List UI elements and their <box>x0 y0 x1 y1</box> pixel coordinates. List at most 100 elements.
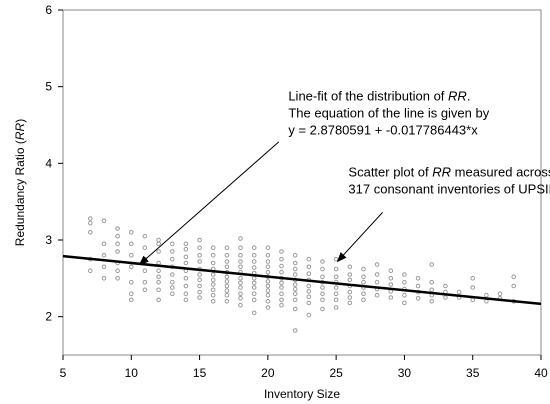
scatter-point <box>279 269 284 275</box>
scatter-point <box>197 237 202 243</box>
scatter-point <box>142 268 148 274</box>
scatter-point <box>197 277 202 283</box>
scatter-point <box>238 259 243 264</box>
scatter-point <box>306 294 312 300</box>
scatter-point <box>388 276 394 281</box>
scatter-point <box>470 297 476 303</box>
scatter-point <box>347 300 353 306</box>
annotations: Line-fit of the distribution of RR. The e… <box>138 88 550 266</box>
scatter-point <box>101 218 107 224</box>
scatter-point <box>279 256 284 262</box>
scatter-point <box>224 264 230 270</box>
scatter-point <box>265 288 271 293</box>
scatter-point <box>197 295 202 300</box>
scatter-point <box>156 237 161 243</box>
scatter-point <box>361 291 366 297</box>
scatter-point <box>251 245 257 250</box>
scatter-point <box>142 279 148 285</box>
scatter-point <box>333 266 339 272</box>
scatter-point <box>210 282 216 287</box>
scatter-point <box>361 279 366 285</box>
scatter-point <box>279 280 284 286</box>
scatter-point <box>210 277 216 283</box>
scatter-point <box>156 279 161 285</box>
scatter-point <box>210 272 216 277</box>
scatter-point <box>170 285 175 290</box>
scatter-point <box>210 299 216 304</box>
scatter-point <box>224 283 230 289</box>
scatter-point <box>238 296 243 301</box>
scatter-point <box>156 297 161 303</box>
scatter-point <box>265 279 271 284</box>
scatter-point <box>306 271 312 277</box>
scatter-point <box>197 272 202 277</box>
scatter-point <box>101 264 107 270</box>
scatter-point <box>170 291 175 297</box>
scatter-point <box>115 226 120 231</box>
scatter-point <box>415 276 421 281</box>
scatter-point <box>374 262 380 267</box>
scatter-point <box>224 279 230 284</box>
scatter-point <box>347 272 353 277</box>
scatter-point <box>115 241 120 247</box>
scatter-point <box>292 260 298 266</box>
scatter-point <box>265 283 271 289</box>
scatter-point <box>88 230 93 235</box>
scatter-point <box>265 299 271 304</box>
scatter-point <box>224 259 230 264</box>
scatter-point <box>443 295 448 300</box>
annotation-line: The equation of the line is given by <box>288 105 489 120</box>
scatter-point <box>415 283 421 289</box>
scatter-point <box>320 274 325 280</box>
scatter-point <box>238 285 243 290</box>
scatter-point <box>361 274 366 280</box>
scatter-point <box>170 272 175 277</box>
scatter-point <box>388 295 394 300</box>
scatter-point <box>402 300 407 306</box>
scatter-point <box>183 291 189 297</box>
scatter-point <box>238 291 243 297</box>
scatter-point <box>511 274 517 280</box>
scatter-point <box>129 279 134 285</box>
scatter-point <box>292 297 298 303</box>
scatter-point <box>415 296 421 301</box>
scatter-point <box>429 279 435 285</box>
scatter-point <box>265 292 271 298</box>
scatter-point <box>470 285 476 290</box>
scatter-point <box>292 328 298 333</box>
scatter-point <box>333 274 339 280</box>
scatter-point <box>210 253 216 258</box>
scatter-point <box>374 272 380 277</box>
scatter-point <box>183 246 189 252</box>
scatter-point <box>292 286 298 292</box>
scatter-point <box>429 262 435 267</box>
annotation-line: Line-fit of the distribution of RR. <box>288 88 470 103</box>
scatter-point <box>265 259 271 264</box>
scatter-point <box>306 312 312 318</box>
scatter-point <box>279 285 284 290</box>
scatter-points <box>88 216 517 333</box>
x-tick-label: 35 <box>466 366 480 380</box>
scatter-point <box>265 269 271 275</box>
annotation-line: y = 2.8780591 + -0.017786443*x <box>288 122 478 137</box>
scatter-point <box>156 287 161 293</box>
scatter-point <box>292 291 298 297</box>
x-tick-label: 40 <box>534 366 548 380</box>
scatter-point <box>251 280 257 286</box>
scatter-point <box>115 249 120 254</box>
scatter-point <box>320 266 325 272</box>
scatter-point <box>320 297 325 303</box>
scatter-point <box>238 276 243 281</box>
scatter-point <box>361 297 366 303</box>
scatter-point <box>374 292 380 298</box>
scatter-point <box>333 297 339 303</box>
scatter-point <box>88 216 93 221</box>
scatter-point <box>347 295 353 300</box>
scatter-point <box>129 241 134 247</box>
scatter-point <box>402 279 407 285</box>
x-ticks: 5 10 15 20 25 30 35 40 <box>60 355 548 380</box>
scatter-point <box>238 280 243 286</box>
scatter-point <box>320 285 325 290</box>
scatter-point <box>265 264 271 270</box>
